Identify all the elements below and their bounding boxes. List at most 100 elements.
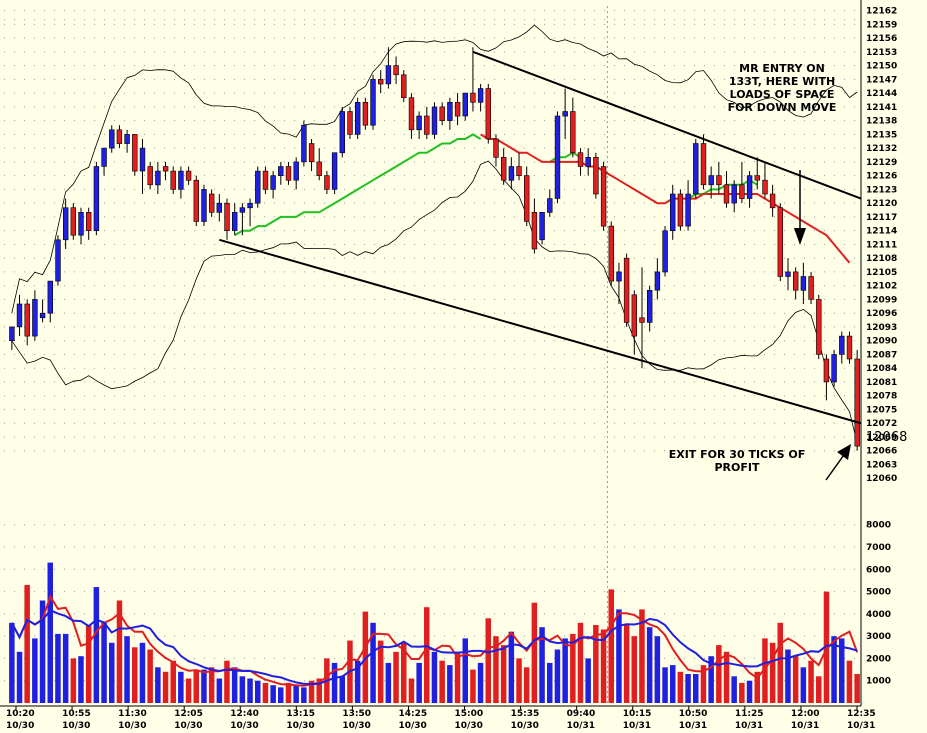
x-tick-time: 10:15 xyxy=(623,709,652,719)
candle-body xyxy=(255,170,261,204)
volume-bar xyxy=(447,665,453,703)
candle-body xyxy=(831,354,837,383)
volume-bar xyxy=(785,649,791,703)
price-tick-label: 12129 xyxy=(866,158,897,168)
volume-bar xyxy=(547,662,553,703)
price-tick-label: 12123 xyxy=(866,185,897,195)
candle-body xyxy=(631,294,638,337)
volume-bar xyxy=(132,647,138,703)
x-tick-time: 10:20 xyxy=(6,709,35,719)
candle-body xyxy=(416,115,422,131)
volume-bar xyxy=(193,669,199,703)
volume-tick-label: 3000 xyxy=(866,632,891,642)
candle-body xyxy=(800,276,807,291)
volume-bar xyxy=(616,609,622,703)
volume-bar xyxy=(716,645,722,703)
candle-body xyxy=(454,102,461,117)
candle-body xyxy=(508,166,515,181)
volume-bar xyxy=(854,674,860,703)
volume-bar xyxy=(47,562,53,703)
price-tick-label: 12075 xyxy=(866,405,897,415)
volume-bar xyxy=(723,651,730,704)
candle-body xyxy=(716,175,722,186)
candle-body xyxy=(600,166,607,227)
volume-bar xyxy=(631,636,637,703)
candle-body xyxy=(693,143,699,195)
candle-body xyxy=(769,193,776,209)
candle-body xyxy=(32,299,38,337)
volume-bar xyxy=(224,660,230,703)
candle-body xyxy=(554,115,561,199)
volume-bar xyxy=(354,660,361,703)
entry-annotation-line: FOR DOWN MOVE xyxy=(728,101,837,114)
last-price-label: 12068 xyxy=(866,430,907,445)
volume-bar xyxy=(270,685,276,703)
candle-body xyxy=(293,161,299,181)
ma-long-line xyxy=(480,133,851,264)
price-tick-label: 12147 xyxy=(866,75,897,85)
volume-bar xyxy=(109,642,115,703)
volume-bar xyxy=(231,667,238,703)
price-tick-label: 12093 xyxy=(866,323,897,333)
candle-body xyxy=(516,166,522,176)
candle-body xyxy=(209,193,215,213)
volume-bar xyxy=(570,633,576,703)
x-tick-date: 10/31 xyxy=(735,721,763,731)
candle-body xyxy=(654,271,661,291)
volume-bar xyxy=(331,662,338,703)
x-tick-date: 10/31 xyxy=(623,721,651,731)
candle-body xyxy=(447,102,453,121)
volume-bar xyxy=(24,584,30,703)
volume-bar xyxy=(124,636,130,703)
price-tick-label: 12078 xyxy=(866,392,897,402)
volume-tick-label: 7000 xyxy=(866,543,891,553)
price-tick-label: 12108 xyxy=(866,254,897,264)
volume-bar xyxy=(754,671,760,703)
candle-body xyxy=(608,225,615,282)
volume-tick-label: 6000 xyxy=(866,565,891,575)
price-tick-label: 12150 xyxy=(866,62,897,72)
candle-body xyxy=(777,207,784,277)
volume-bar xyxy=(608,589,614,703)
x-tick-date: 10/30 xyxy=(342,721,370,731)
candle-body xyxy=(109,129,115,149)
x-tick-time: 12:35 xyxy=(847,709,876,719)
volume-bar xyxy=(531,602,538,703)
volume-bar xyxy=(285,682,292,703)
volume-bar xyxy=(485,618,491,703)
volume-bar xyxy=(78,656,84,703)
x-tick-time: 12:00 xyxy=(791,709,820,719)
candle-body xyxy=(124,134,130,144)
x-tick-date: 10/30 xyxy=(6,721,34,731)
volume-bar xyxy=(216,678,223,703)
volume-bar xyxy=(401,642,407,703)
price-tick-label: 12066 xyxy=(866,447,897,457)
volume-bar xyxy=(792,656,799,703)
candle-body xyxy=(232,212,238,231)
x-tick-date: 10/30 xyxy=(62,721,90,731)
volume-bar xyxy=(185,678,192,703)
candle-body xyxy=(846,335,853,360)
candle-body xyxy=(616,271,622,282)
candle-body xyxy=(39,312,46,319)
price-tick-label: 12096 xyxy=(866,309,897,319)
price-tick-label: 12153 xyxy=(866,48,897,58)
price-tick-label: 12111 xyxy=(866,240,897,250)
volume-bar xyxy=(178,671,184,703)
volume-bar xyxy=(685,674,691,703)
candle-body xyxy=(70,207,77,236)
volume-bar xyxy=(539,627,545,703)
price-tick-label: 12141 xyxy=(866,103,897,113)
candle-body xyxy=(86,212,92,231)
volume-bar xyxy=(593,625,599,703)
volume-bar xyxy=(116,600,123,703)
volume-bar xyxy=(500,645,507,703)
volume-tick-label: 4000 xyxy=(866,610,891,620)
price-tick-label: 12060 xyxy=(866,474,897,484)
candle-body xyxy=(547,198,553,213)
entry-annotation-line: 133T, HERE WITH xyxy=(729,75,835,88)
x-tick-time: 11:30 xyxy=(118,709,147,719)
candle-body xyxy=(662,230,668,273)
volume-bar xyxy=(170,660,176,703)
